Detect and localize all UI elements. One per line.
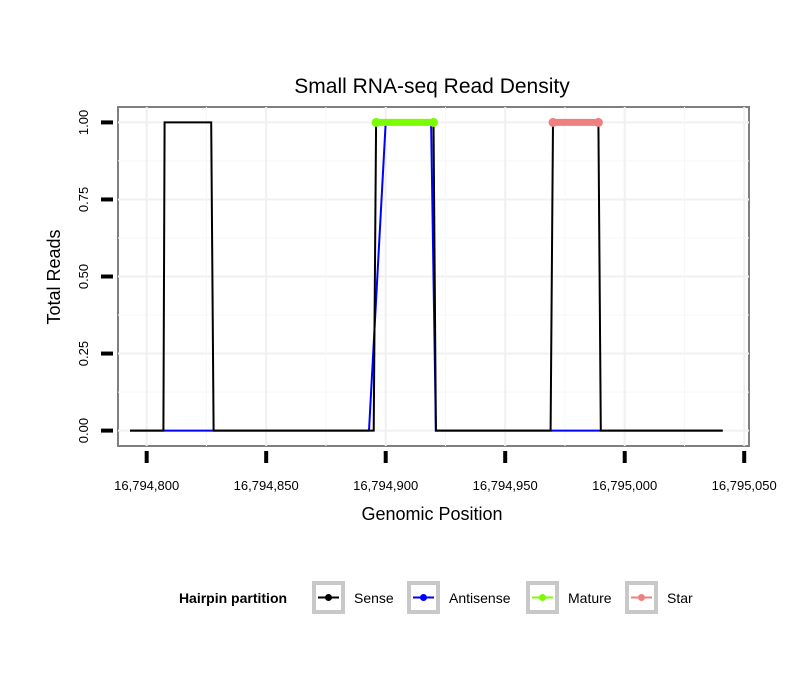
legend-label-sense: Sense xyxy=(354,590,394,606)
y-tick-label: 1.00 xyxy=(76,110,91,135)
x-tick-label: 16,794,950 xyxy=(473,478,538,493)
y-axis: 0.00 0.25 0.50 0.75 1.00 xyxy=(76,110,113,443)
data-point-star xyxy=(593,117,603,127)
legend-dot-antisense xyxy=(420,594,427,601)
x-axis-title: Genomic Position xyxy=(361,504,502,524)
x-tick-label: 16,794,900 xyxy=(353,478,418,493)
y-axis-title: Total Reads xyxy=(44,229,64,324)
legend-label-antisense: Antisense xyxy=(449,590,511,606)
legend: Hairpin partition Sense Antisense Mature St… xyxy=(179,581,693,614)
x-tick-label: 16,795,050 xyxy=(712,478,777,493)
y-tick-label: 0.25 xyxy=(76,341,91,366)
y-tick-label: 0.00 xyxy=(76,418,91,443)
data-point-mature xyxy=(371,117,381,127)
x-tick-label: 16,794,850 xyxy=(234,478,299,493)
series-layer xyxy=(130,117,723,432)
legend-label-mature: Mature xyxy=(568,590,612,606)
y-tick-label: 0.75 xyxy=(76,187,91,212)
y-tick-label: 0.50 xyxy=(76,264,91,289)
legend-dot-star xyxy=(638,594,645,601)
data-point-star xyxy=(548,117,558,127)
data-point-mature xyxy=(429,117,438,127)
chart-title: Small RNA-seq Read Density xyxy=(294,75,570,98)
legend-label-star: Star xyxy=(667,590,693,606)
legend-dot-mature xyxy=(539,594,546,601)
x-tick-label: 16,794,800 xyxy=(114,478,179,493)
x-tick-label: 16,795,000 xyxy=(592,478,657,493)
legend-title: Hairpin partition xyxy=(179,590,287,606)
legend-dot-sense xyxy=(325,594,332,601)
x-axis: 16,794,800 16,794,850 16,794,900 16,794,950… xyxy=(114,451,777,493)
